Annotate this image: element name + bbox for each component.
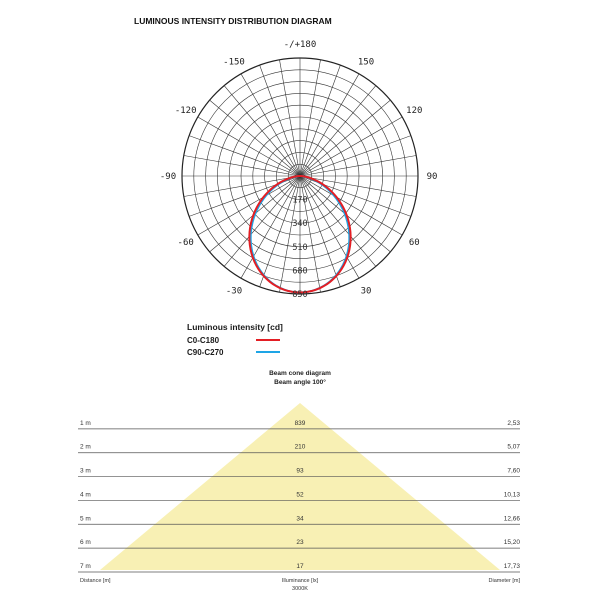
row-illuminance: 210 [295,444,306,451]
radial-label: 170 [292,196,307,206]
grid-spoke [299,175,377,267]
angle-label: 150 [358,58,374,68]
grid-spoke [183,175,301,197]
grid-spoke [299,155,417,177]
angle-label: 90 [427,172,438,182]
grid-spoke [299,175,417,197]
intensity-curve-c0-c180 [248,175,352,294]
row-distance: 5 m [80,515,91,522]
radial-label: 680 [292,266,307,276]
grid-spoke [259,65,301,177]
row-diameter: 10,13 [504,491,521,498]
grid-spoke [223,85,301,177]
row-distance: 2 m [80,444,91,451]
radial-label: 340 [292,219,307,229]
row-diameter: 12,66 [504,515,521,522]
row-diameter: 15,20 [504,539,521,546]
grid-spoke [299,116,403,177]
row-diameter: 2,53 [507,420,520,427]
grid-spoke [299,135,411,177]
distance-header: Distance [m] [80,578,111,584]
grid-spoke [299,65,341,177]
illuminance-subheader: 3000K [292,586,308,592]
row-distance: 7 m [80,563,91,570]
legend: Luminous intensity [cd] C0-C180 C90-C270 [187,322,283,357]
grid-spoke [240,73,301,177]
row-distance: 1 m [80,420,91,427]
grid-spoke [197,175,301,236]
row-illuminance: 17 [296,563,304,570]
beam-cone [100,403,500,570]
angle-label: 120 [406,106,422,116]
radial-label: 510 [292,243,307,253]
grid-spoke [259,175,301,287]
grid-spoke [299,175,341,287]
grid-spoke [183,155,301,177]
row-distance: 4 m [80,491,91,498]
row-distance: 3 m [80,468,91,475]
beam-cone-diagram: 1 m 839 2,53 2 m 210 5,07 3 m 93 7,60 4 m 52 10,13 5… [78,403,521,573]
grid-spoke [209,99,301,177]
row-diameter: 7,60 [507,468,520,475]
cone-title: Beam cone diagram [269,370,331,377]
grid-spoke [299,175,403,236]
polar-diagram: -/+180 150 120 90 60 30 -30 -60 -90 -120 -150 170 34… [160,40,438,300]
row-illuminance: 23 [296,539,304,546]
legend-label-c0-c180: C0-C180 [187,336,220,345]
angle-label: -30 [226,286,242,296]
grid-spoke [279,59,301,177]
row-diameter: 17,73 [504,563,521,570]
row-illuminance: 839 [295,420,306,427]
grid-spoke [299,85,377,177]
diameter-header: Diameter [m] [489,578,521,584]
row-illuminance: 93 [296,468,304,475]
angle-label: -150 [223,58,245,68]
row-distance: 6 m [80,539,91,546]
legend-label-c90-c270: C90-C270 [187,348,224,357]
grid-spoke [223,175,301,267]
grid-spoke [299,59,321,177]
grid-spoke [189,135,301,177]
angle-label: -/+180 [284,40,317,50]
angle-label: -60 [178,238,194,248]
legend-title: Luminous intensity [cd] [187,322,283,332]
angle-label: -120 [175,106,197,116]
grid-spoke [240,175,301,279]
grid-spoke [299,175,321,293]
angle-label: 30 [361,286,372,296]
grid-spoke [299,99,391,177]
angle-label: 60 [409,238,420,248]
grid-spoke [299,175,360,279]
cone-subtitle: Beam angle 100° [274,378,326,386]
row-illuminance: 52 [296,491,304,498]
grid-spoke [197,116,301,177]
grid-spoke [279,175,301,293]
radial-label: 850 [292,290,307,300]
row-illuminance: 34 [296,515,304,522]
illuminance-header: Illuminance [lx] [282,578,319,584]
chart-title: LUMINOUS INTENSITY DISTRIBUTION DIAGRAM [134,16,332,26]
grid-spoke [299,73,360,177]
row-diameter: 5,07 [507,444,520,451]
angle-label: -90 [160,172,176,182]
